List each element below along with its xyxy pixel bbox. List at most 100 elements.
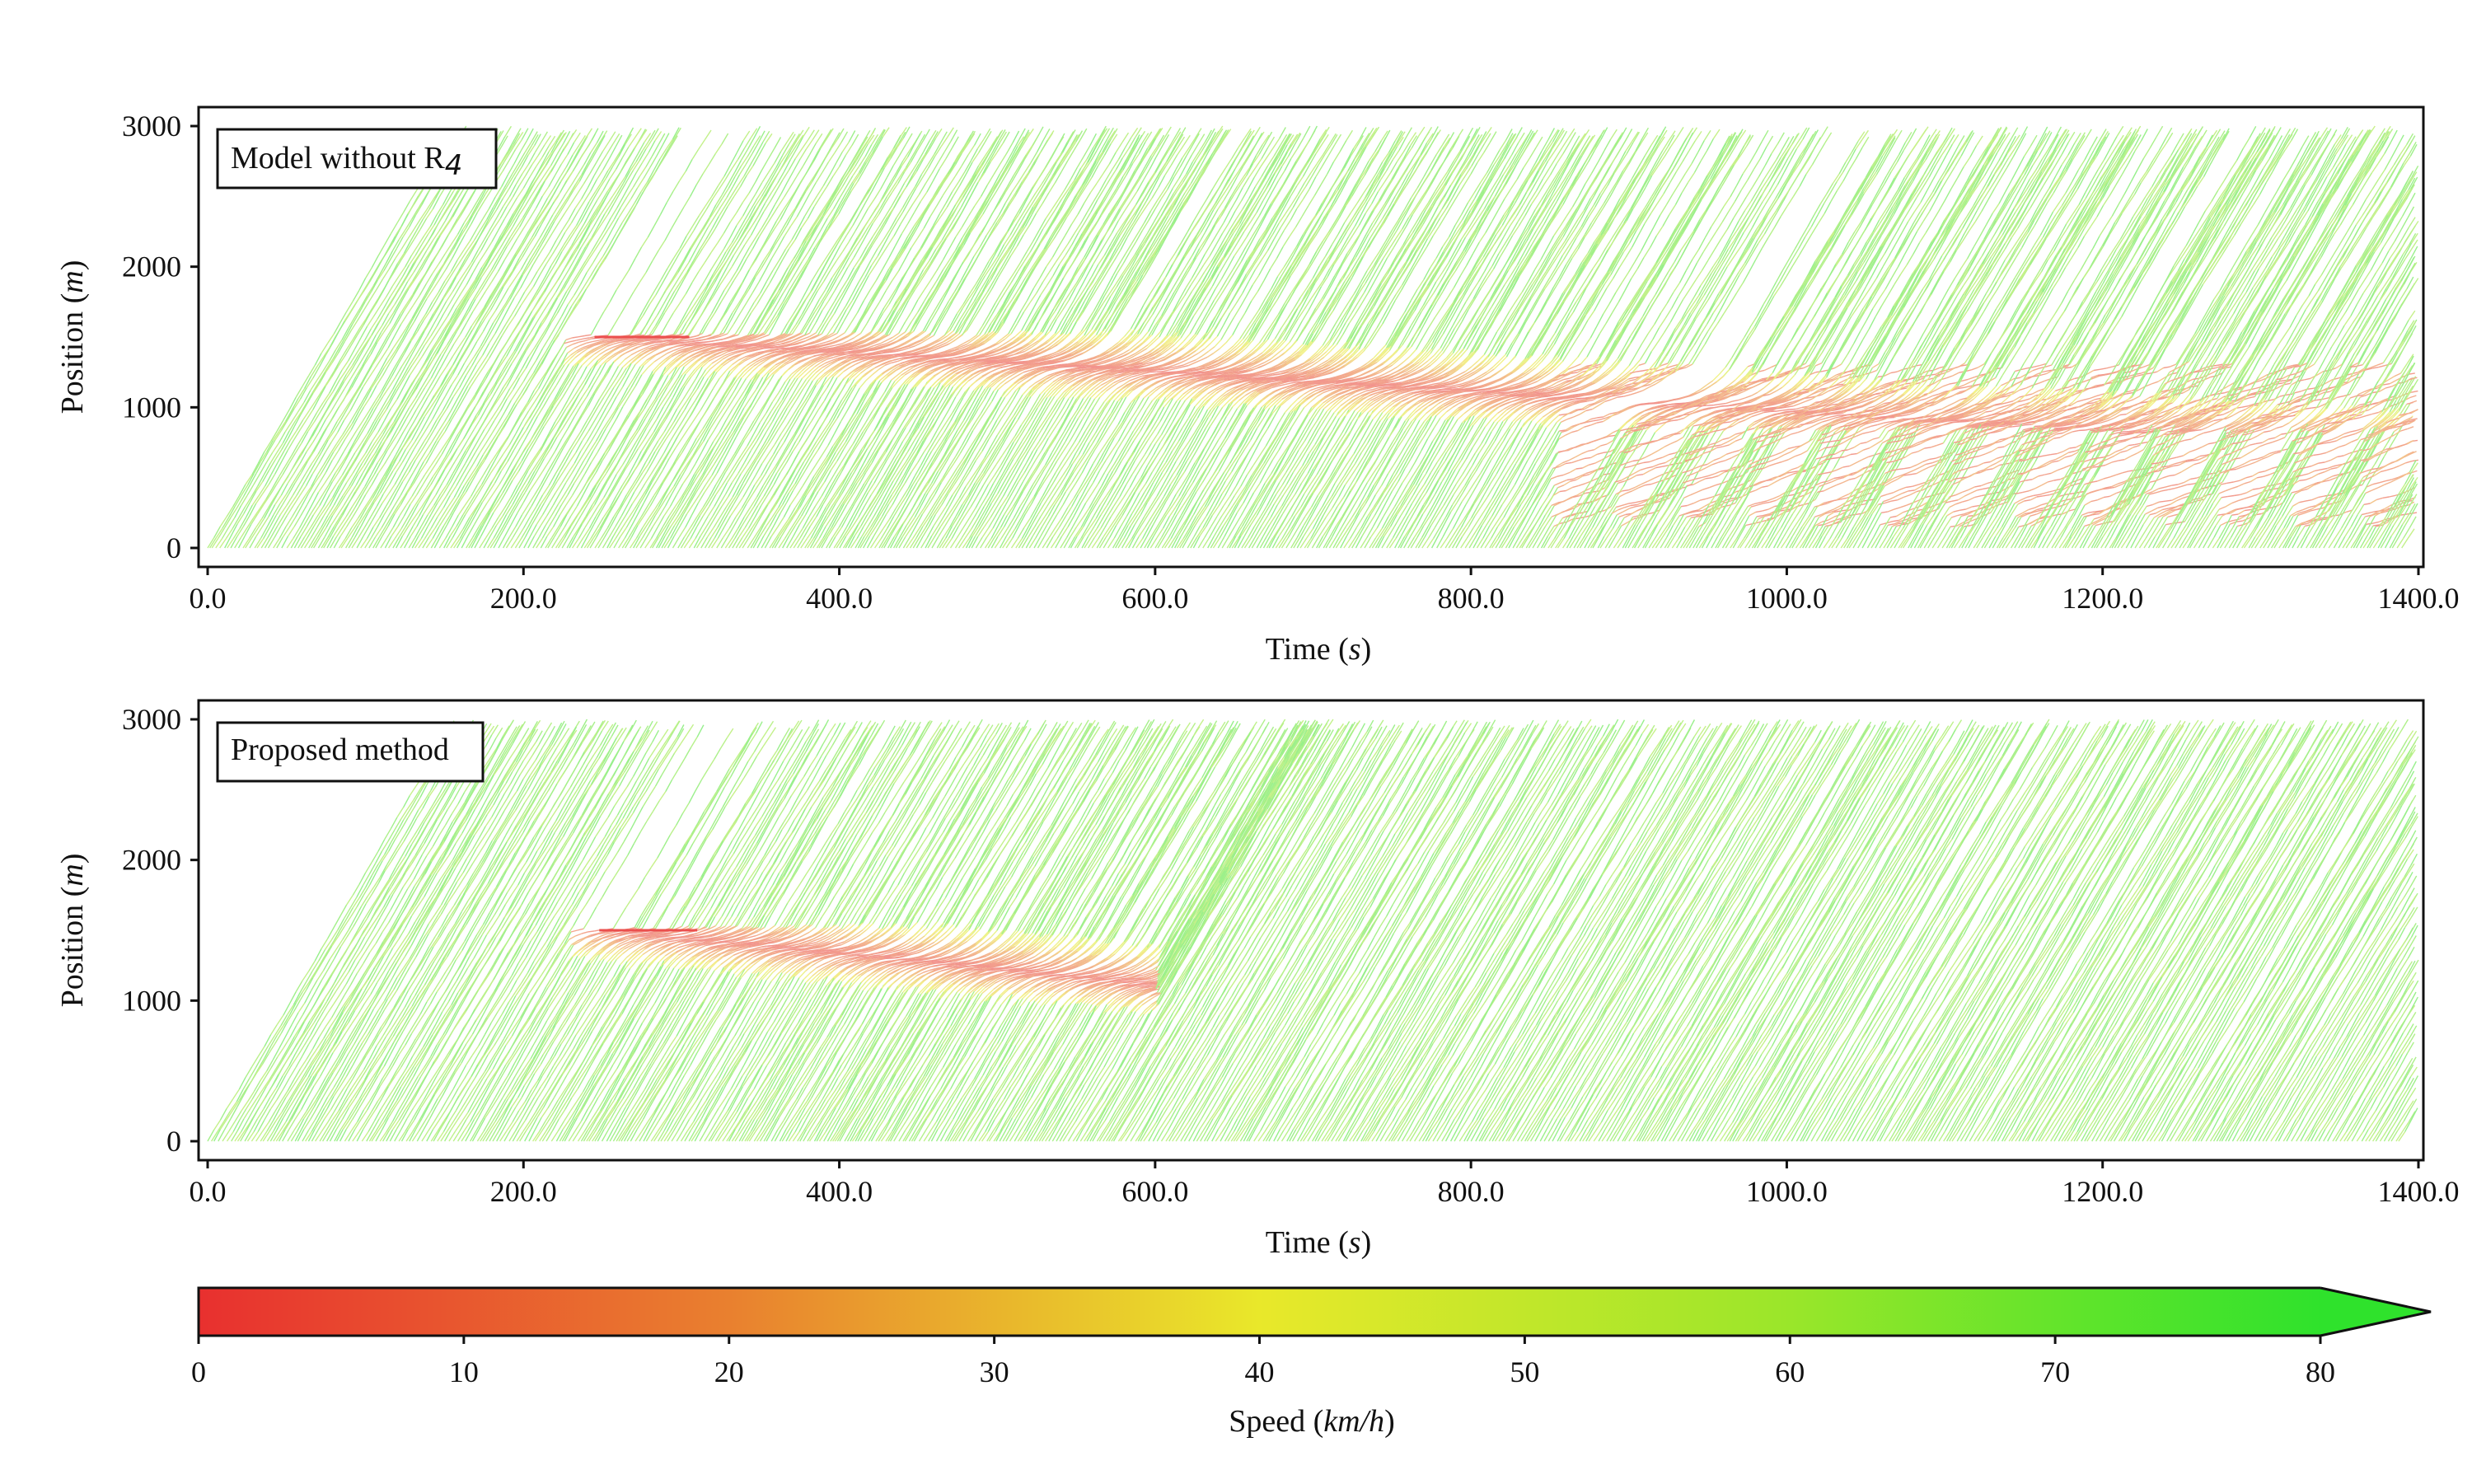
trajectory-segment xyxy=(579,151,586,161)
trajectory-segment xyxy=(587,360,593,367)
trajectory-segment xyxy=(368,316,374,326)
trajectory-segment xyxy=(511,391,517,400)
trajectory-segment xyxy=(507,504,513,514)
trajectory-segment xyxy=(505,363,512,375)
trajectory-segment xyxy=(525,283,531,293)
trajectory-segment xyxy=(485,282,492,292)
trajectory-segment xyxy=(559,461,566,472)
trajectory-segment xyxy=(445,461,452,470)
trajectory-segment xyxy=(652,339,658,340)
trajectory-segment xyxy=(285,412,297,432)
trajectory-segment xyxy=(724,165,731,176)
trajectory-segment xyxy=(433,304,440,314)
trajectory-segment xyxy=(692,149,699,159)
trajectory-segment xyxy=(438,228,445,238)
trajectory-segment xyxy=(414,370,421,380)
trajectory-segment xyxy=(414,439,420,450)
trajectory-segment xyxy=(644,133,651,143)
trajectory-segment xyxy=(491,438,498,449)
trajectory-segment xyxy=(438,447,444,456)
trajectory-segment xyxy=(655,279,662,290)
trajectory-segment xyxy=(821,129,833,148)
trajectory-segment xyxy=(401,493,408,504)
trajectory-segment xyxy=(639,167,646,176)
trajectory-segment xyxy=(515,329,522,339)
trajectory-segment xyxy=(630,325,637,335)
trajectory-segment xyxy=(570,129,577,139)
trajectory-segment xyxy=(616,171,622,181)
trajectory-segment xyxy=(385,453,391,464)
trajectory-segment xyxy=(504,250,511,260)
trajectory-segment xyxy=(743,247,750,259)
trajectory-segment xyxy=(549,176,555,187)
trajectory-segment xyxy=(740,260,747,271)
trajectory-segment xyxy=(407,484,414,494)
trajectory-segment xyxy=(540,298,546,308)
trajectory-segment xyxy=(707,297,714,307)
trajectory-segment xyxy=(400,538,407,548)
trajectory-segment xyxy=(353,506,359,517)
trajectory-segment xyxy=(578,184,584,194)
trajectory-segment xyxy=(373,263,386,286)
trajectory-segment xyxy=(446,385,452,396)
trajectory-segment xyxy=(448,226,455,236)
trajectory-segment xyxy=(738,148,745,159)
trajectory-segment xyxy=(325,526,331,537)
trajectory-segment xyxy=(573,342,579,344)
trajectory-segment xyxy=(293,528,300,539)
trajectory-segment xyxy=(274,515,281,527)
trajectory-segment xyxy=(594,165,601,176)
trajectory-segment xyxy=(475,383,482,395)
trajectory-segment xyxy=(711,325,718,335)
trajectory-segment xyxy=(561,155,568,165)
trajectory-segment xyxy=(558,149,564,161)
trajectory-segment xyxy=(769,205,775,217)
trajectory-segment xyxy=(567,161,574,172)
trajectory-segment xyxy=(422,193,428,205)
trajectory-segment xyxy=(406,496,413,506)
trajectory-segment xyxy=(227,539,234,548)
trajectory-segment xyxy=(309,463,316,475)
trajectory-segment xyxy=(678,260,685,270)
trajectory-segment xyxy=(400,366,406,377)
trajectory-segment xyxy=(481,386,488,397)
trajectory-segment xyxy=(442,472,449,483)
trajectory-segment xyxy=(597,170,603,180)
trajectory-segment xyxy=(573,419,579,430)
trajectory-segment xyxy=(315,419,321,430)
trajectory-segment xyxy=(764,233,770,245)
trajectory-segment xyxy=(569,375,576,386)
trajectory-segment xyxy=(467,194,474,205)
trajectory-segment xyxy=(475,233,482,246)
trajectory-segment xyxy=(491,398,498,410)
trajectory-segment xyxy=(499,273,506,283)
trajectory-segment xyxy=(507,428,513,440)
trajectory-segment xyxy=(615,208,621,219)
trajectory-segment xyxy=(606,377,612,389)
trajectory-segment xyxy=(719,276,726,286)
trajectory-segment xyxy=(293,506,299,517)
trajectory-segment xyxy=(648,226,654,237)
trajectory-segment xyxy=(690,259,696,269)
trajectory-segment xyxy=(776,180,783,190)
trajectory-segment xyxy=(642,237,648,247)
trajectory-segment xyxy=(587,342,593,344)
trajectory-segment xyxy=(268,526,274,537)
trajectory-segment xyxy=(568,349,574,353)
trajectory-segment xyxy=(456,415,463,426)
trajectory-segment xyxy=(360,377,367,388)
trajectory-segment xyxy=(505,126,512,137)
trajectory-segment xyxy=(687,260,694,272)
trajectory-segment xyxy=(301,537,307,548)
trajectory-segment xyxy=(768,148,775,159)
trajectory-segment xyxy=(555,182,561,194)
trajectory-segment xyxy=(372,256,378,268)
trajectory-segment xyxy=(492,231,499,242)
trajectory-segment xyxy=(559,213,565,223)
trajectory-segment xyxy=(788,171,794,182)
trajectory-segment xyxy=(724,222,731,233)
trajectory-segment xyxy=(593,354,600,360)
trajectory-segment xyxy=(723,302,730,315)
trajectory-segment xyxy=(634,283,640,293)
